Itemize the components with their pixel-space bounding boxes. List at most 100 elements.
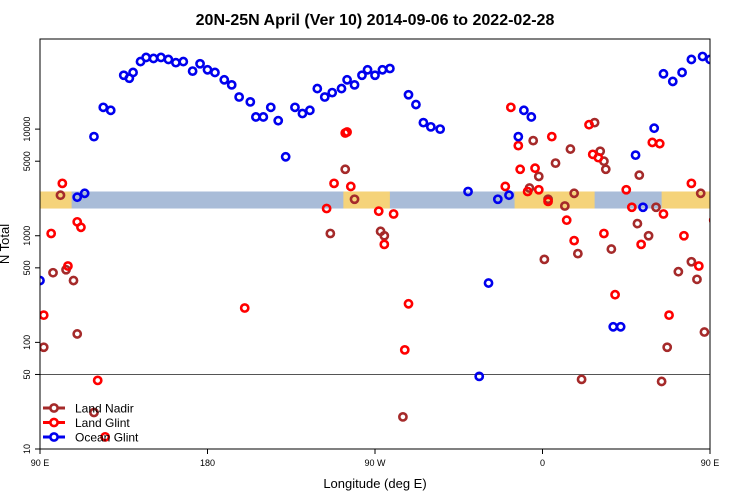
data-point [72, 329, 83, 339]
x-axis-label: Longitude (deg E) [323, 476, 426, 491]
data-point [418, 117, 429, 128]
chart-title: 20N-25N April (Ver 10) 2014-09-06 to 202… [196, 12, 555, 29]
data-point [40, 342, 49, 353]
data-point [705, 54, 710, 65]
data-point [686, 256, 697, 267]
data-point [170, 57, 181, 68]
data-point [673, 266, 684, 277]
data-point [297, 108, 308, 119]
data-point [345, 181, 356, 192]
data-point [163, 54, 174, 65]
x-tick-label: 90 E [701, 458, 720, 468]
data-point [63, 261, 73, 271]
data-point [621, 184, 632, 195]
data-point [630, 150, 641, 161]
legend-marker [49, 403, 59, 413]
data-point [156, 52, 166, 63]
data-point [340, 164, 351, 175]
data-point [658, 209, 669, 219]
data-point [304, 105, 315, 116]
data-point [714, 54, 721, 61]
data-point [565, 144, 576, 154]
y-tick-label: 10 [22, 444, 32, 454]
data-point [379, 230, 390, 241]
data-point [500, 181, 511, 192]
data-point [572, 248, 583, 259]
data-point [667, 76, 678, 87]
y-tick-label: 50 [22, 369, 32, 379]
data-point [250, 112, 261, 122]
data-point [561, 215, 572, 226]
data-point [528, 135, 539, 146]
data-point [411, 99, 421, 110]
data-point [370, 70, 380, 81]
series-ocean-glint [40, 51, 721, 382]
data-point [219, 74, 230, 85]
data-point [57, 178, 68, 189]
data-point [280, 151, 291, 162]
data-point [349, 79, 360, 90]
data-point [546, 131, 557, 142]
data-point [504, 190, 514, 201]
data-point [342, 74, 352, 85]
data-point [325, 228, 336, 239]
data-point [539, 254, 550, 265]
data-point [398, 412, 408, 422]
plot-area [40, 51, 750, 442]
x-tick-label: 0 [540, 458, 545, 468]
data-point [513, 131, 524, 142]
data-point [105, 105, 116, 116]
legend-label: Land Nadir [75, 402, 134, 416]
data-point [697, 51, 708, 62]
data-point [483, 278, 494, 288]
data-point [543, 196, 553, 207]
data-point [319, 92, 330, 102]
data-point [533, 171, 544, 182]
data-point [76, 222, 86, 233]
data-point [505, 102, 516, 113]
y-axis-label: N Total [0, 224, 12, 264]
data-point [128, 67, 138, 78]
data-point [649, 123, 660, 134]
data-point [403, 89, 414, 100]
data-point [72, 192, 83, 203]
data-point [258, 112, 269, 122]
data-point [658, 68, 669, 79]
data-point [474, 371, 485, 382]
x-tick-label: 90 E [31, 458, 50, 468]
data-point [576, 374, 587, 385]
data-point [615, 321, 626, 332]
data-point [384, 63, 395, 74]
data-point [725, 433, 732, 440]
data-point [89, 407, 99, 418]
data-point [195, 58, 205, 69]
x-tick-label: 90 W [364, 458, 386, 468]
series-land-nadir [40, 117, 710, 422]
data-point [202, 64, 213, 75]
data-point [148, 53, 159, 64]
data-point [68, 275, 79, 286]
data-point [239, 303, 250, 313]
data-point [626, 202, 637, 213]
band-land-segment [661, 191, 710, 209]
data-point [273, 115, 284, 126]
data-point [187, 66, 198, 76]
y-tick-label: 5000 [22, 151, 32, 171]
data-point [226, 79, 237, 90]
series-land-glint [40, 102, 732, 442]
data-point [610, 289, 620, 300]
band-land-segment [710, 191, 750, 208]
data-point [654, 138, 665, 149]
data-point [321, 203, 332, 214]
y-axis: 10 50 100 500 1000 5000 10000 [22, 117, 40, 454]
data-point [643, 230, 654, 241]
data-point [632, 218, 643, 229]
data-point [584, 119, 594, 130]
data-point [599, 228, 609, 239]
x-axis: 90 E 180 90 W 0 90 E [31, 449, 720, 468]
data-point [373, 206, 384, 217]
data-point [656, 376, 667, 387]
data-point [677, 67, 687, 78]
data-point [463, 186, 473, 197]
